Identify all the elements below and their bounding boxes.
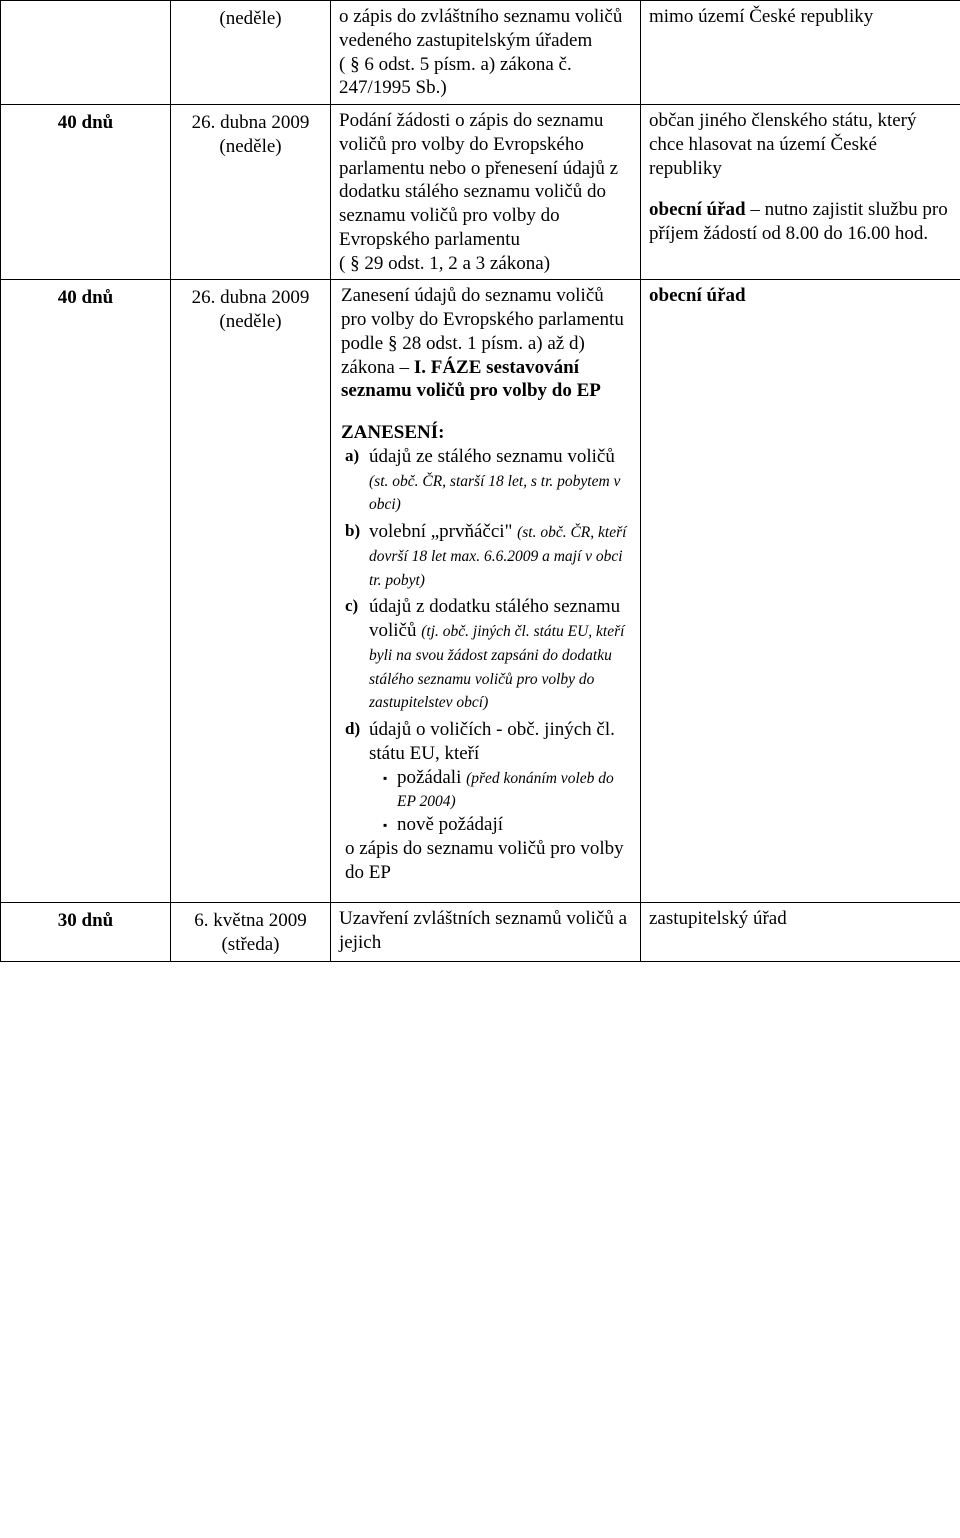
list-letter: a): [345, 445, 369, 516]
date-cell: 26. dubna 2009 (neděle): [171, 105, 331, 280]
item-d-text: údajů o voličích - obč. jiných čl. státu…: [369, 718, 632, 766]
task-cell: Zanesení údajů do seznamu voličů pro vol…: [331, 280, 641, 903]
list-item-d: d) údajů o voličích - obč. jiných čl. st…: [345, 718, 632, 884]
task-cell: o zápis do zvláštního seznamu voličů ved…: [331, 1, 641, 105]
responsible-cell: mimo území České republiky: [641, 1, 960, 105]
date-cell: (neděle): [171, 1, 331, 105]
date-day: (středa): [221, 934, 279, 955]
responsible-cell: občan jiného členského státu, který chce…: [641, 105, 960, 280]
square-bullet-icon: ▪: [383, 766, 397, 814]
list-item-a: a) údajů ze stálého seznamu voličů (st. …: [345, 445, 632, 516]
task-text: o zápis do zvláštního seznamu voličů ved…: [339, 6, 622, 98]
square-bullet-icon: ▪: [383, 813, 397, 837]
zaneseni-heading: ZANESENÍ:: [341, 421, 632, 445]
list-item-b: b) volební „prvňáčci" (st. obč. ČR, kteř…: [345, 520, 632, 591]
deadline-cell: 40 dnů: [1, 105, 171, 280]
date-text: 26. dubna 2009: [192, 287, 310, 308]
responsible-text-1: občan jiného členského státu, který chce…: [649, 109, 952, 180]
task-cell: Podání žádosti o zápis do seznamu voličů…: [331, 105, 641, 280]
list-item-c: c) údajů z dodatku stálého seznamu volič…: [345, 595, 632, 714]
task-text: Uzavření zvláštních seznamů voličů a jej…: [339, 908, 627, 953]
zaneseni-list: a) údajů ze stálého seznamu voličů (st. …: [341, 445, 632, 885]
date-cell: 26. dubna 2009 (neděle): [171, 280, 331, 903]
sub-bullet-1: ▪ požádali (před konáním voleb do EP 200…: [383, 766, 632, 814]
responsible-bold: obecní úřad: [649, 285, 746, 306]
responsible-cell: obecní úřad: [641, 280, 960, 903]
responsible-text: zastupitelský úřad: [649, 908, 787, 929]
item-a-note: (st. obč. ČR, starší 18 let, s tr. pobyt…: [369, 473, 620, 514]
table-row: 40 dnů 26. dubna 2009 (neděle) Zanesení …: [1, 280, 960, 903]
responsible-text: mimo území České republiky: [649, 6, 873, 27]
deadline-cell: [1, 1, 171, 105]
date-text: 6. května 2009: [194, 910, 306, 931]
responsible-bold: obecní úřad: [649, 199, 746, 220]
sub-bullet-2-text: nově požádají: [397, 814, 503, 835]
schedule-table: (neděle) o zápis do zvláštního seznamu v…: [0, 0, 960, 962]
date-text: 26. dubna 2009: [192, 112, 310, 133]
date-text: (neděle): [219, 8, 281, 29]
item-b-text: volební „prvňáčci": [369, 521, 517, 542]
task-text: Podání žádosti o zápis do seznamu voličů…: [339, 110, 618, 274]
date-day: (neděle): [219, 136, 281, 157]
list-letter: c): [345, 595, 369, 714]
deadline-text: 30 dnů: [58, 910, 113, 931]
item-a-text: údajů ze stálého seznamu voličů: [369, 446, 615, 467]
date-day: (neděle): [219, 311, 281, 332]
responsible-text-2: obecní úřad – nutno zajistit službu pro …: [649, 198, 952, 246]
date-cell: 6. května 2009 (středa): [171, 903, 331, 962]
deadline-cell: 30 dnů: [1, 903, 171, 962]
deadline-text: 40 dnů: [58, 112, 113, 133]
table-row: 40 dnů 26. dubna 2009 (neděle) Podání žá…: [1, 105, 960, 280]
deadline-cell: 40 dnů: [1, 280, 171, 903]
list-letter: b): [345, 520, 369, 591]
item-d-tail: o zápis do seznamu voličů pro volby do E…: [345, 837, 632, 885]
task-cell: Uzavření zvláštních seznamů voličů a jej…: [331, 903, 641, 962]
sub-bullet-2: ▪ nově požádají: [383, 813, 632, 837]
sub-bullet-1-text: požádali: [397, 767, 466, 788]
deadline-text: 40 dnů: [58, 287, 113, 308]
table-row: 30 dnů 6. května 2009 (středa) Uzavření …: [1, 903, 960, 962]
responsible-cell: zastupitelský úřad: [641, 903, 960, 962]
table-row: (neděle) o zápis do zvláštního seznamu v…: [1, 1, 960, 105]
